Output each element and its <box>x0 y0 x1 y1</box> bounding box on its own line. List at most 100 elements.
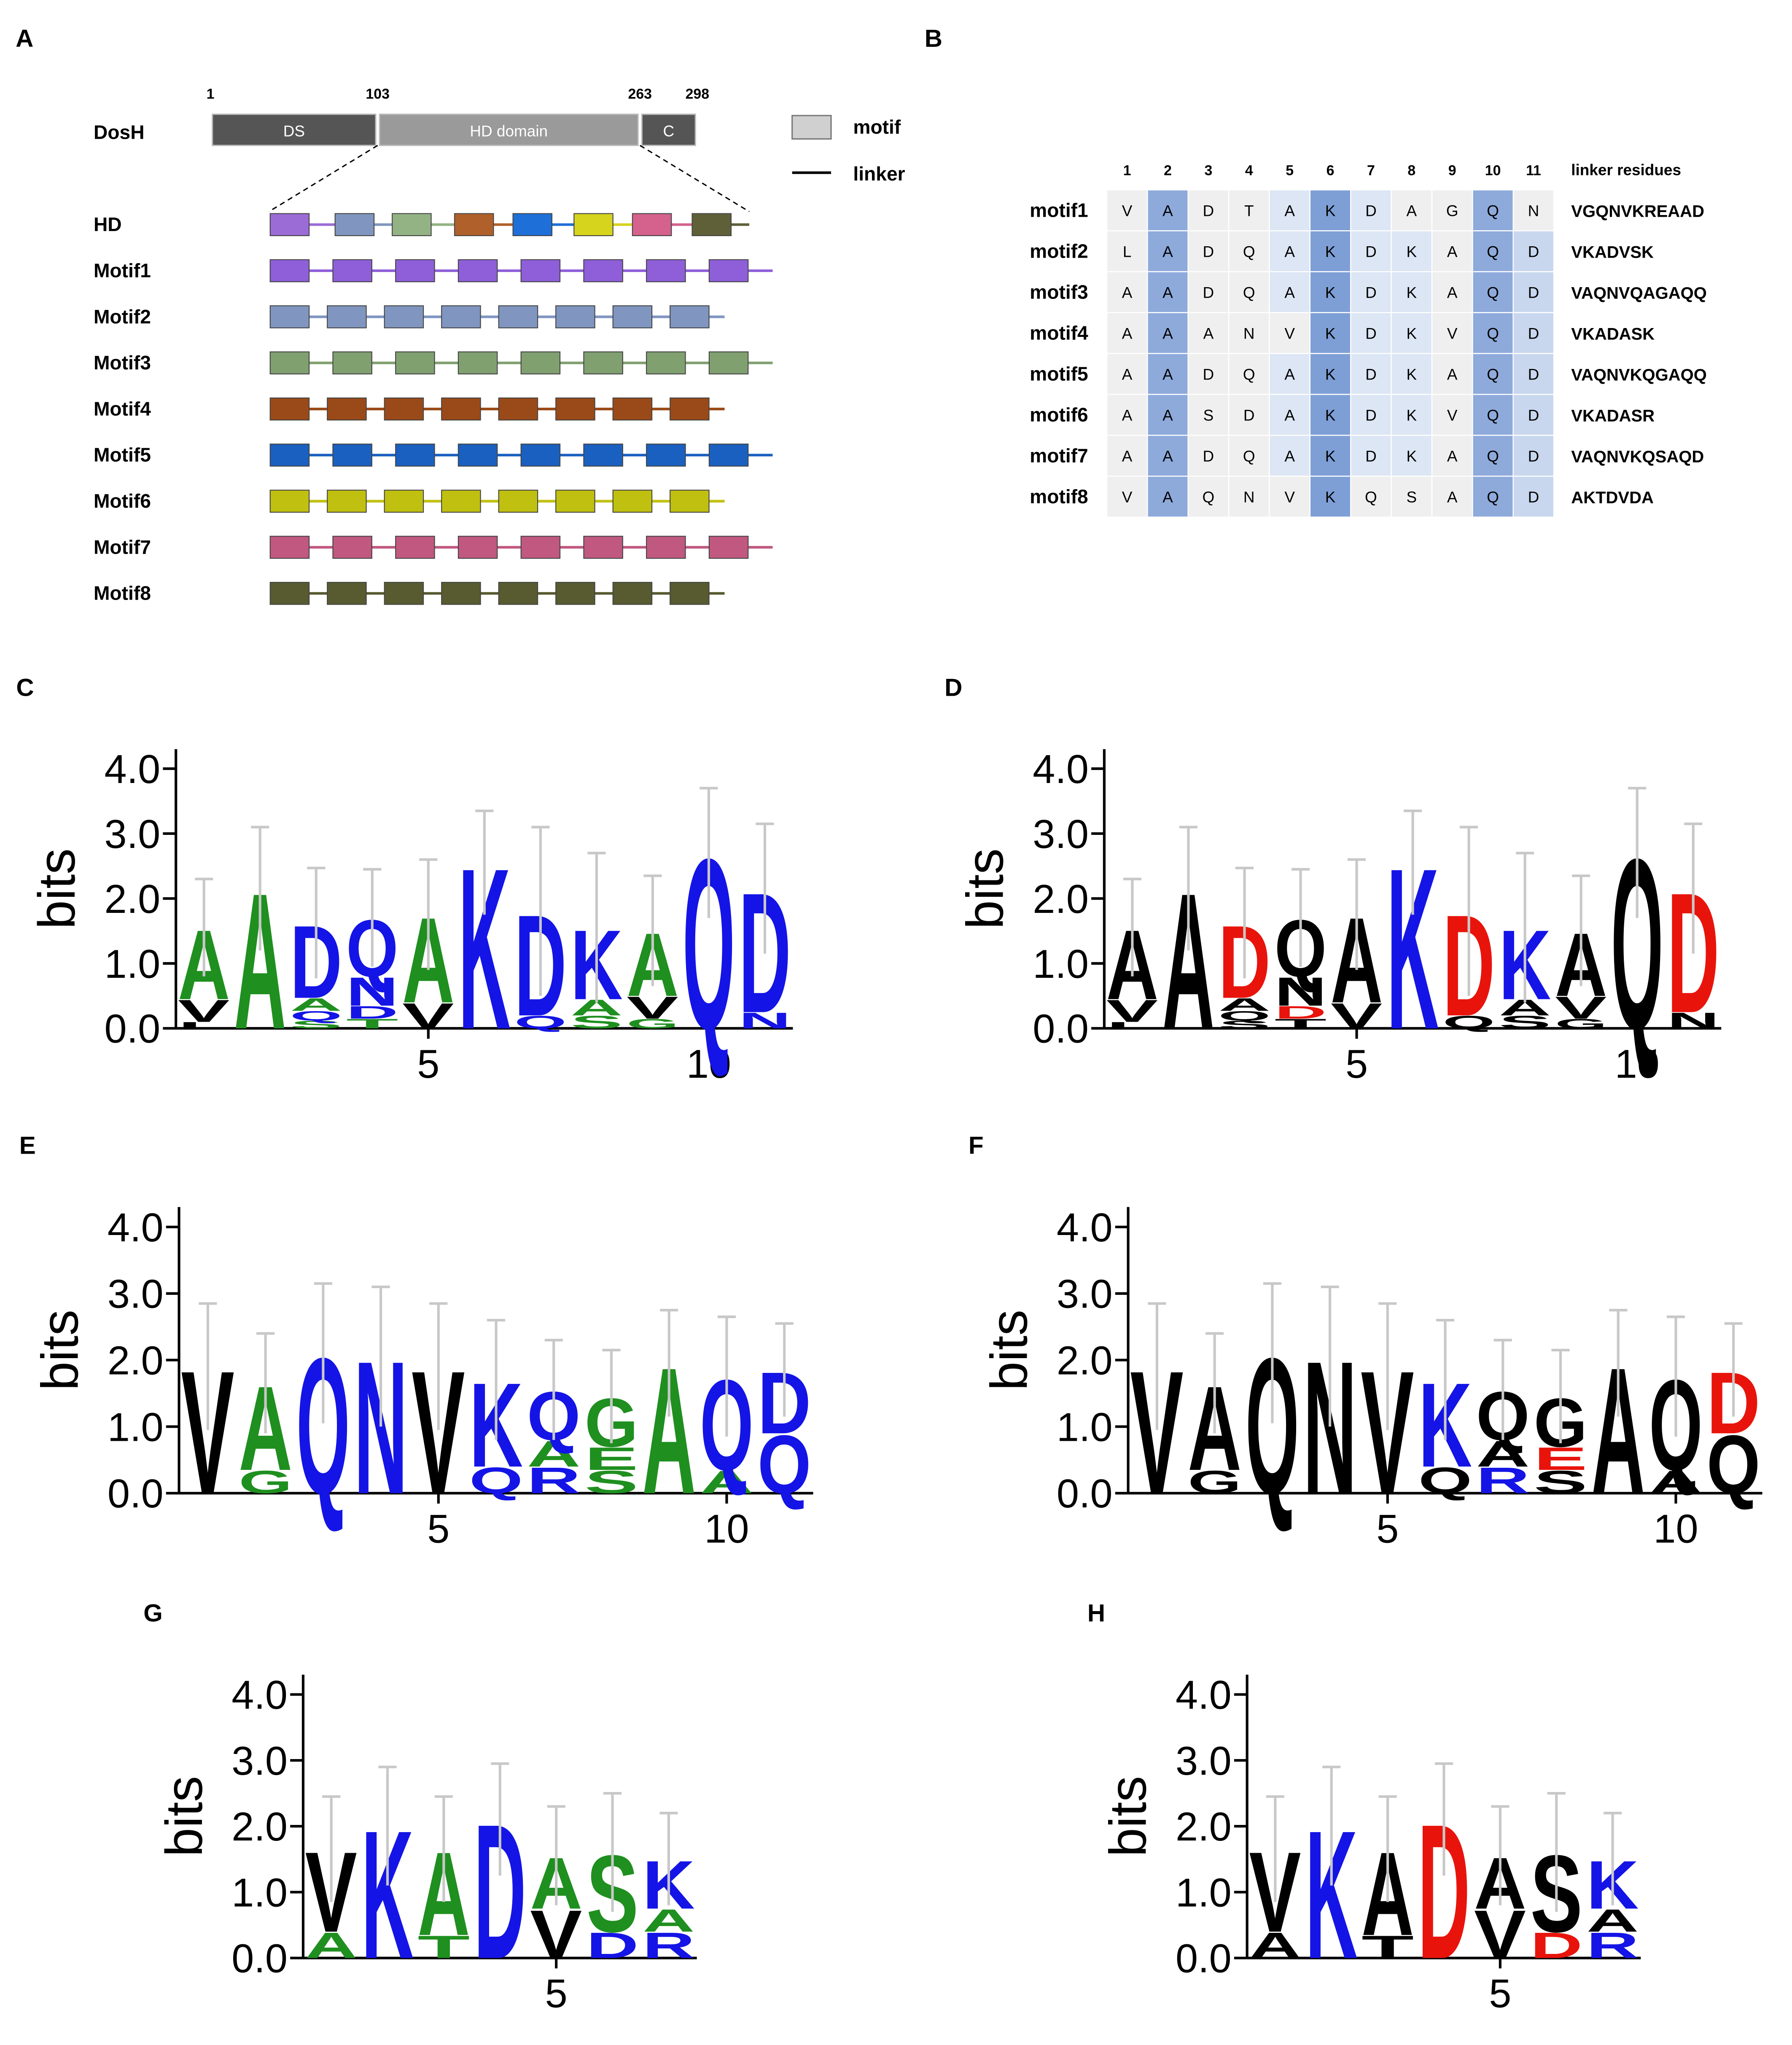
motif-box <box>646 444 686 467</box>
motif-box <box>327 397 367 421</box>
residue: S <box>1406 489 1417 506</box>
y-tick-label: 0.0 <box>108 1472 164 1516</box>
table-cell <box>1350 394 1392 436</box>
table-cell <box>1147 271 1189 313</box>
panel-label: H <box>1087 1600 1105 1627</box>
column-header: 2 <box>1164 163 1172 179</box>
y-tick-label: 2.0 <box>1033 877 1089 922</box>
table-cell <box>1309 476 1351 518</box>
linker-residues: VAQNVKQGAQQ <box>1571 366 1707 384</box>
row-label: motif6 <box>1030 404 1088 425</box>
table-cell <box>1391 476 1433 518</box>
logo-letter: G <box>1188 1464 1241 1500</box>
table-cell <box>1512 476 1555 518</box>
table-cell <box>1350 189 1392 231</box>
logo-letter: G <box>239 1464 292 1500</box>
protein-label: DosH <box>94 121 145 143</box>
motif-box <box>612 397 653 421</box>
domain-label: HD domain <box>470 122 548 140</box>
residue: A <box>1203 325 1214 342</box>
residue: D <box>1528 284 1539 301</box>
x-tick-label: 10 <box>1653 1507 1698 1551</box>
motif-box <box>498 397 538 421</box>
logo-letter: Q <box>1707 1418 1760 1511</box>
table-cell <box>1147 230 1189 272</box>
table-cell <box>1350 435 1392 477</box>
y-axis-title: bits <box>980 1310 1038 1391</box>
logo-letter: D <box>1275 1002 1327 1022</box>
logo-letter: A <box>1219 995 1271 1015</box>
table-cell <box>1269 435 1311 477</box>
residue: K <box>1406 366 1417 383</box>
y-tick-label: 2.0 <box>108 1338 164 1383</box>
column-header: 10 <box>1485 163 1501 179</box>
panel-label: A <box>16 25 33 52</box>
table-cell <box>1309 312 1351 354</box>
residue: D <box>1528 325 1539 342</box>
logo-letter: L <box>1106 1020 1159 1031</box>
residue: Q <box>1243 284 1255 301</box>
residue: D <box>1243 407 1255 424</box>
row-label: motif3 <box>1030 281 1088 303</box>
table-cell <box>1512 353 1555 395</box>
logo-letter: S <box>584 1464 638 1500</box>
domain-label: DS <box>283 122 305 140</box>
residue: A <box>1122 407 1133 424</box>
residue: A <box>1162 448 1173 465</box>
residue: Q <box>1487 489 1499 506</box>
linker-residues: VKADASR <box>1571 406 1655 425</box>
residue: K <box>1325 366 1336 383</box>
residue: K <box>1325 325 1336 342</box>
row-label: Motif5 <box>94 444 151 466</box>
logo-letter: R <box>527 1460 581 1501</box>
residue: G <box>1446 202 1458 220</box>
residue: A <box>1447 366 1458 383</box>
x-tick-label: 10 <box>1615 1042 1660 1087</box>
table-cell <box>1106 312 1148 354</box>
residue: A <box>1284 366 1295 383</box>
table-cell <box>1472 271 1514 313</box>
zoom-line <box>639 145 750 213</box>
motif-box <box>670 490 710 513</box>
y-axis-title: bits <box>1099 1776 1157 1857</box>
row-label: motif4 <box>1030 322 1088 344</box>
table-cell <box>1391 353 1433 395</box>
linker-residues: VKADASK <box>1571 325 1655 343</box>
residue: K <box>1406 284 1417 301</box>
residue: D <box>1365 243 1377 261</box>
motif-box <box>498 582 538 605</box>
residue: K <box>1406 325 1417 342</box>
y-tick-label: 2.0 <box>231 1805 288 1849</box>
motif-box <box>269 259 310 283</box>
domain <box>379 113 639 146</box>
y-tick-label: 0.0 <box>1176 1937 1232 1981</box>
residue: K <box>1325 284 1336 301</box>
x-tick-label: 5 <box>545 1972 568 2016</box>
residue: A <box>1122 284 1133 301</box>
residue: A <box>1284 407 1295 424</box>
row-label: Motif7 <box>94 536 151 558</box>
table-cell <box>1269 230 1311 272</box>
residue: V <box>1284 489 1295 506</box>
motif-box <box>384 582 424 605</box>
column-header: 3 <box>1204 163 1212 179</box>
motif-box <box>646 535 686 559</box>
row-label: Motif3 <box>94 352 151 374</box>
y-tick-label: 1.0 <box>108 1405 164 1450</box>
motif-box <box>441 490 481 513</box>
residue: T <box>1244 202 1254 220</box>
row-label: motif8 <box>1030 485 1088 507</box>
table-cell <box>1472 435 1514 477</box>
y-tick-label: 1.0 <box>105 942 161 987</box>
residue: Q <box>1487 325 1499 342</box>
table-cell <box>1106 353 1148 395</box>
residue: N <box>1528 202 1539 220</box>
column-header: 6 <box>1327 163 1335 179</box>
domain <box>212 113 377 146</box>
residue: V <box>1447 407 1458 424</box>
motif-box <box>332 444 372 467</box>
linker-residues: VAQNVQAGAQQ <box>1571 284 1707 302</box>
motif-box <box>269 305 310 328</box>
